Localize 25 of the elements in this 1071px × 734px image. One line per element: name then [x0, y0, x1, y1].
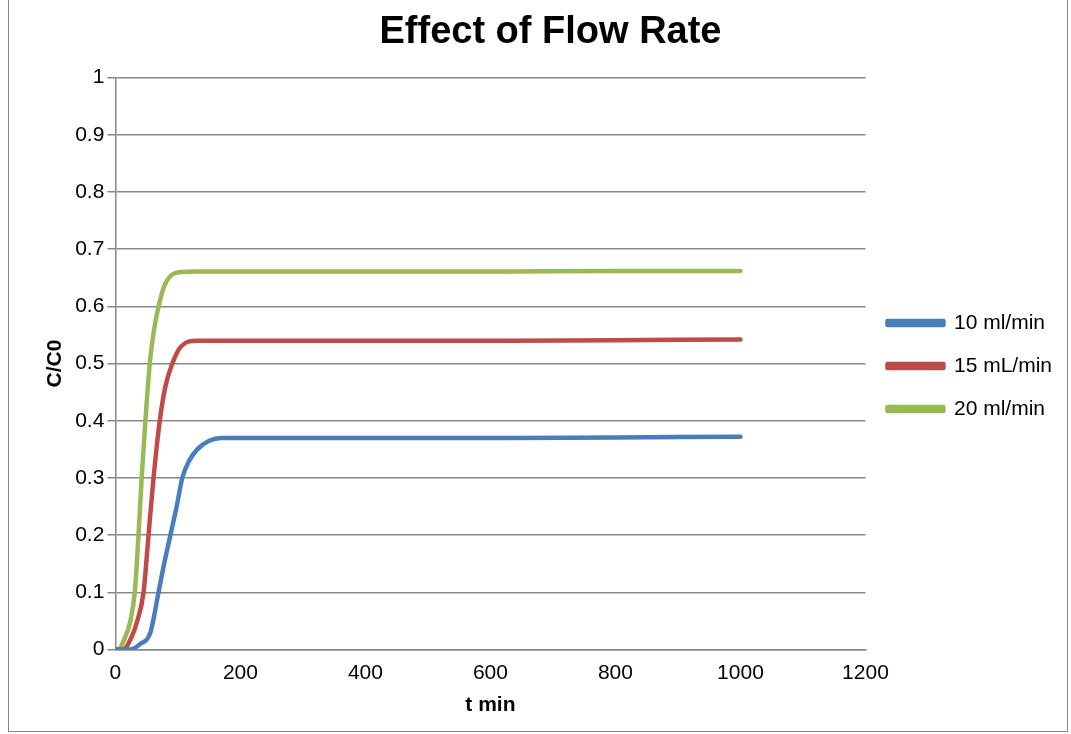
- x-tick-label: 800: [597, 660, 633, 683]
- y-tick-label: 0.5: [75, 350, 105, 374]
- x-tick-label: 1200: [842, 660, 889, 683]
- y-tick-label: 0.8: [75, 178, 105, 202]
- y-tick-label: 0.3: [75, 464, 105, 488]
- x-tick-label: 600: [472, 660, 508, 683]
- y-axis-title: C/C0: [42, 339, 66, 388]
- x-tick-label: 200: [222, 660, 258, 683]
- legend-label: 10 ml/min: [953, 309, 1045, 333]
- legend-label: 15 mL/min: [953, 352, 1053, 376]
- y-tick-label: 0.4: [75, 407, 105, 431]
- line-series: [115, 434, 743, 650]
- y-tick-label: 1: [92, 64, 105, 88]
- x-tick-label: 0: [109, 660, 122, 683]
- y-tick-label: 0.6: [75, 293, 105, 317]
- y-tick-label: 0: [92, 636, 105, 660]
- chart-title: Effect of Flow Rate: [379, 9, 722, 52]
- y-tick-label: 0.2: [75, 522, 105, 545]
- y-tick-label: 0.1: [75, 579, 105, 603]
- y-tick-label: 0.7: [75, 236, 105, 259]
- x-tick-label: 400: [347, 660, 383, 683]
- legend-label: 20 ml/min: [953, 395, 1045, 419]
- y-tick-label: 0.9: [75, 121, 105, 145]
- x-tick-label: 1000: [717, 660, 764, 683]
- x-axis-title: t min: [465, 692, 516, 716]
